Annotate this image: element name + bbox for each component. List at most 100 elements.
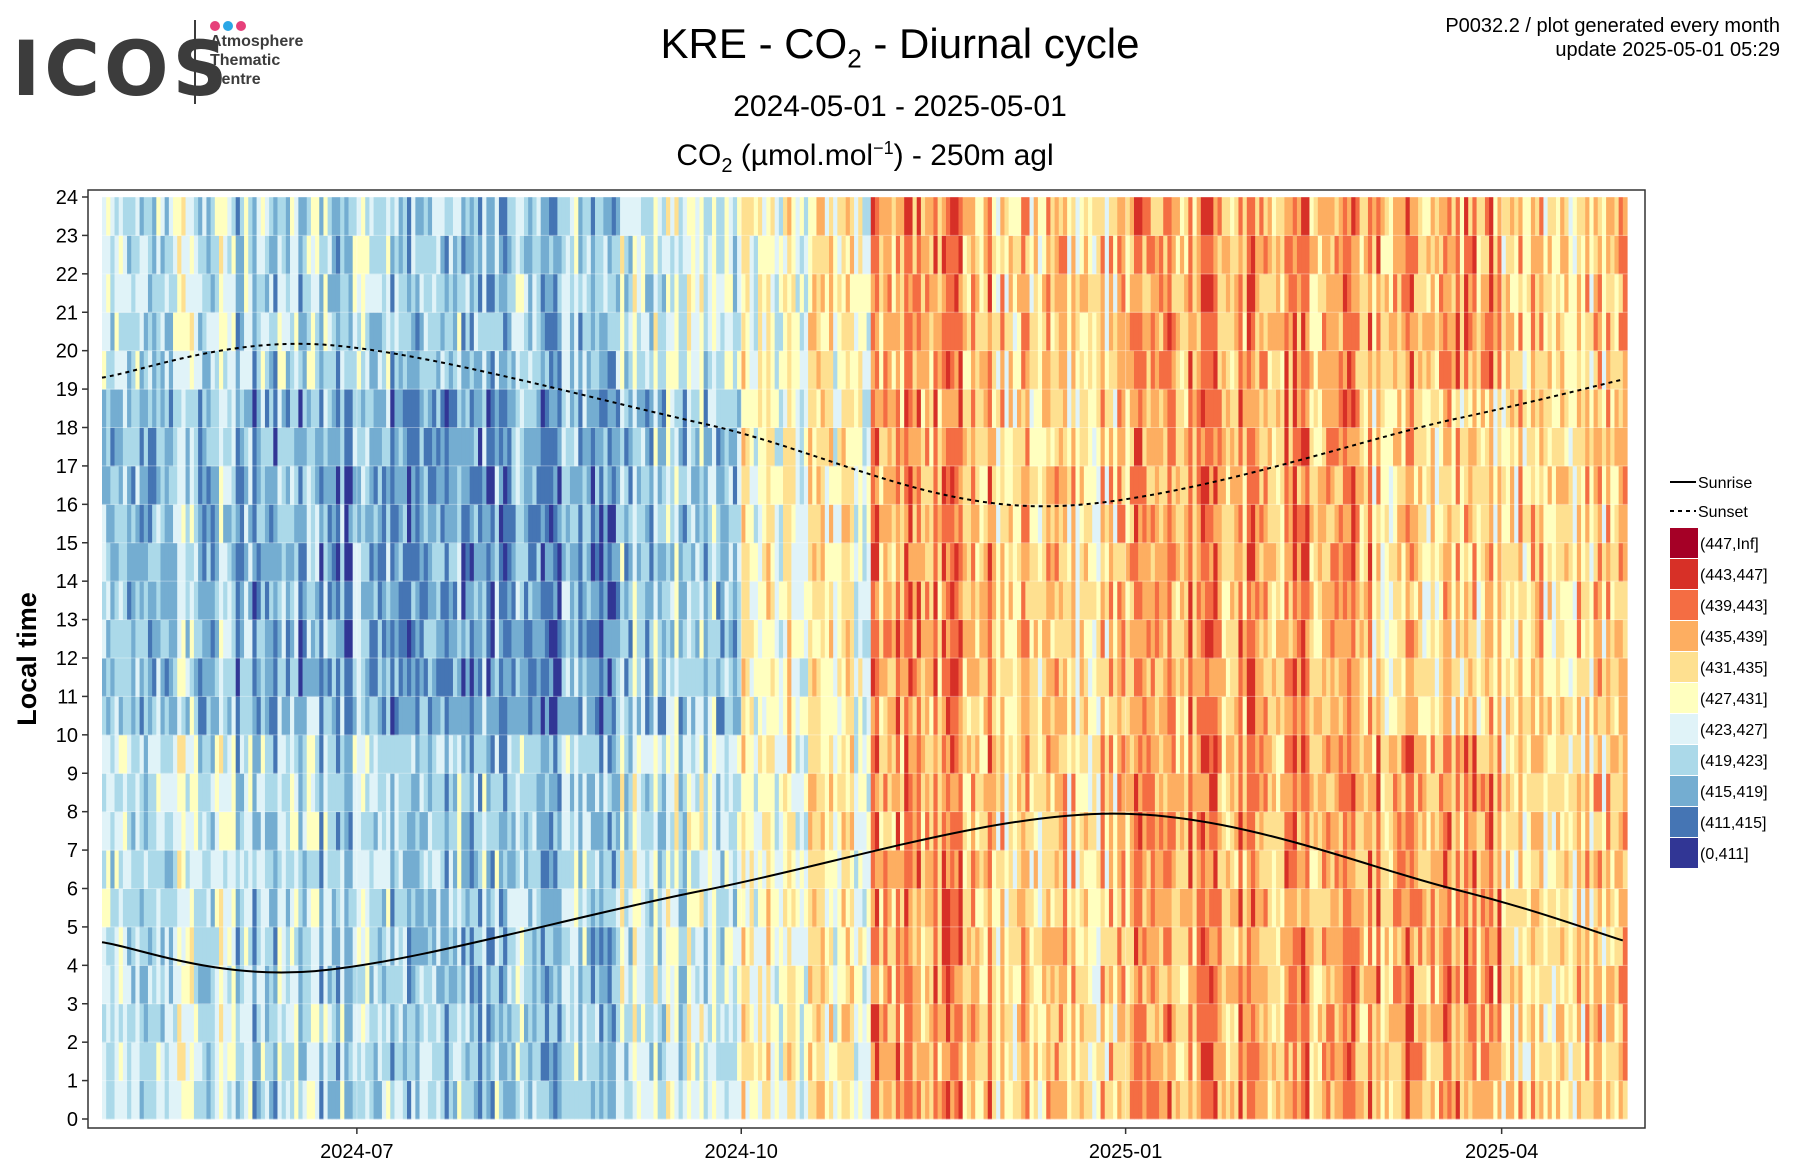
heatmap-cell <box>239 542 245 582</box>
heatmap-cell <box>340 1080 345 1120</box>
heatmap-cell <box>440 811 446 851</box>
heatmap-cell <box>290 619 295 659</box>
heatmap-cell <box>160 542 166 582</box>
heatmap-cell <box>202 1003 208 1043</box>
heatmap-cell <box>920 389 926 428</box>
heatmap-cell <box>657 542 663 582</box>
heatmap-cell <box>498 581 504 620</box>
heatmap-cell <box>394 926 400 966</box>
heatmap-cell <box>937 235 943 275</box>
heatmap-cell <box>448 465 454 505</box>
heatmap-cell <box>657 811 663 851</box>
heatmap-cell <box>344 389 350 428</box>
heatmap-cell <box>874 197 880 236</box>
heatmap-cell <box>402 773 408 813</box>
heatmap-cell <box>239 273 245 313</box>
heatmap-cell <box>273 926 279 966</box>
heatmap-cell <box>432 465 437 505</box>
heatmap-cell <box>833 850 838 889</box>
heatmap-cell <box>820 811 826 851</box>
heatmap-cell <box>732 1003 738 1043</box>
heatmap-cell <box>595 273 600 313</box>
heatmap-cell <box>791 465 797 505</box>
heatmap-cell <box>498 734 504 774</box>
heatmap-cell <box>561 1080 567 1120</box>
heatmap-cell <box>645 427 650 467</box>
heatmap-cell <box>716 273 721 313</box>
heatmap-cell <box>118 965 124 1005</box>
heatmap-cell <box>954 273 960 313</box>
heatmap-cell <box>787 389 792 428</box>
heatmap-cell <box>916 888 922 928</box>
heatmap-cell <box>122 773 128 813</box>
heatmap-cell <box>335 465 341 505</box>
heatmap-cell <box>770 1003 776 1043</box>
heatmap-cell <box>862 658 868 697</box>
heatmap-cell <box>528 888 533 928</box>
heatmap-cell <box>135 235 141 275</box>
heatmap-cell <box>377 811 383 851</box>
heatmap-cell <box>469 1042 475 1081</box>
heatmap-cell <box>432 197 437 236</box>
heatmap-cell <box>954 811 960 851</box>
heatmap-cell <box>498 273 504 313</box>
heatmap-cell <box>444 696 450 736</box>
heatmap-cell <box>156 1080 162 1120</box>
heatmap-cell <box>331 926 337 966</box>
heatmap-cell <box>147 850 153 889</box>
heatmap-cell <box>866 427 872 467</box>
heatmap-cell <box>816 811 822 851</box>
heatmap-cell <box>837 235 843 275</box>
heatmap-cell <box>102 465 107 505</box>
heatmap-cell <box>482 312 487 352</box>
heatmap-cell <box>511 197 517 236</box>
heatmap-cell <box>206 658 212 697</box>
heatmap-cell <box>603 734 609 774</box>
heatmap-cell <box>507 926 513 966</box>
heatmap-cell <box>565 619 571 659</box>
heatmap-cell <box>127 926 132 966</box>
heatmap-cell <box>310 811 316 851</box>
heatmap-cell <box>812 389 818 428</box>
heatmap-cell <box>945 1042 951 1081</box>
heatmap-cell <box>891 197 897 236</box>
heatmap-cell <box>156 235 162 275</box>
heatmap-cell <box>908 542 914 582</box>
heatmap-cell <box>427 1042 433 1081</box>
heatmap-cell <box>344 811 350 851</box>
heatmap-cell <box>498 965 504 1005</box>
heatmap-cell <box>227 235 233 275</box>
heatmap-cell <box>783 696 788 736</box>
heatmap-cell <box>352 619 358 659</box>
heatmap-cell <box>239 389 245 428</box>
heatmap-cell <box>958 658 964 697</box>
heatmap-cell <box>298 811 304 851</box>
heatmap-cell <box>373 273 379 313</box>
heatmap-cell <box>599 888 604 928</box>
heatmap-cell <box>173 773 178 813</box>
heatmap-cell <box>457 1003 462 1043</box>
heatmap-cell <box>139 658 145 697</box>
heatmap-cell <box>887 619 893 659</box>
heatmap-cell <box>795 1042 801 1081</box>
heatmap-cell <box>707 581 713 620</box>
heatmap-cell <box>611 581 617 620</box>
heatmap-cell <box>302 965 308 1005</box>
heatmap-cell <box>920 658 926 697</box>
heatmap-cell <box>732 696 738 736</box>
heatmap-cell <box>503 465 508 505</box>
heatmap-cell <box>586 696 592 736</box>
heatmap-cell <box>549 350 554 390</box>
heatmap-cell <box>457 273 462 313</box>
heatmap-cell <box>478 1042 483 1081</box>
heatmap-cell <box>457 1042 462 1081</box>
heatmap-cell <box>699 696 705 736</box>
heatmap-cell <box>143 619 149 659</box>
heatmap-cell <box>223 312 228 352</box>
heatmap-cell <box>808 1003 813 1043</box>
meta-line-1: P0032.2 / plot generated every month <box>1445 15 1780 37</box>
heatmap-cell <box>302 926 308 966</box>
heatmap-cell <box>494 197 500 236</box>
heatmap-cell <box>436 350 442 390</box>
heatmap-cell <box>223 696 228 736</box>
